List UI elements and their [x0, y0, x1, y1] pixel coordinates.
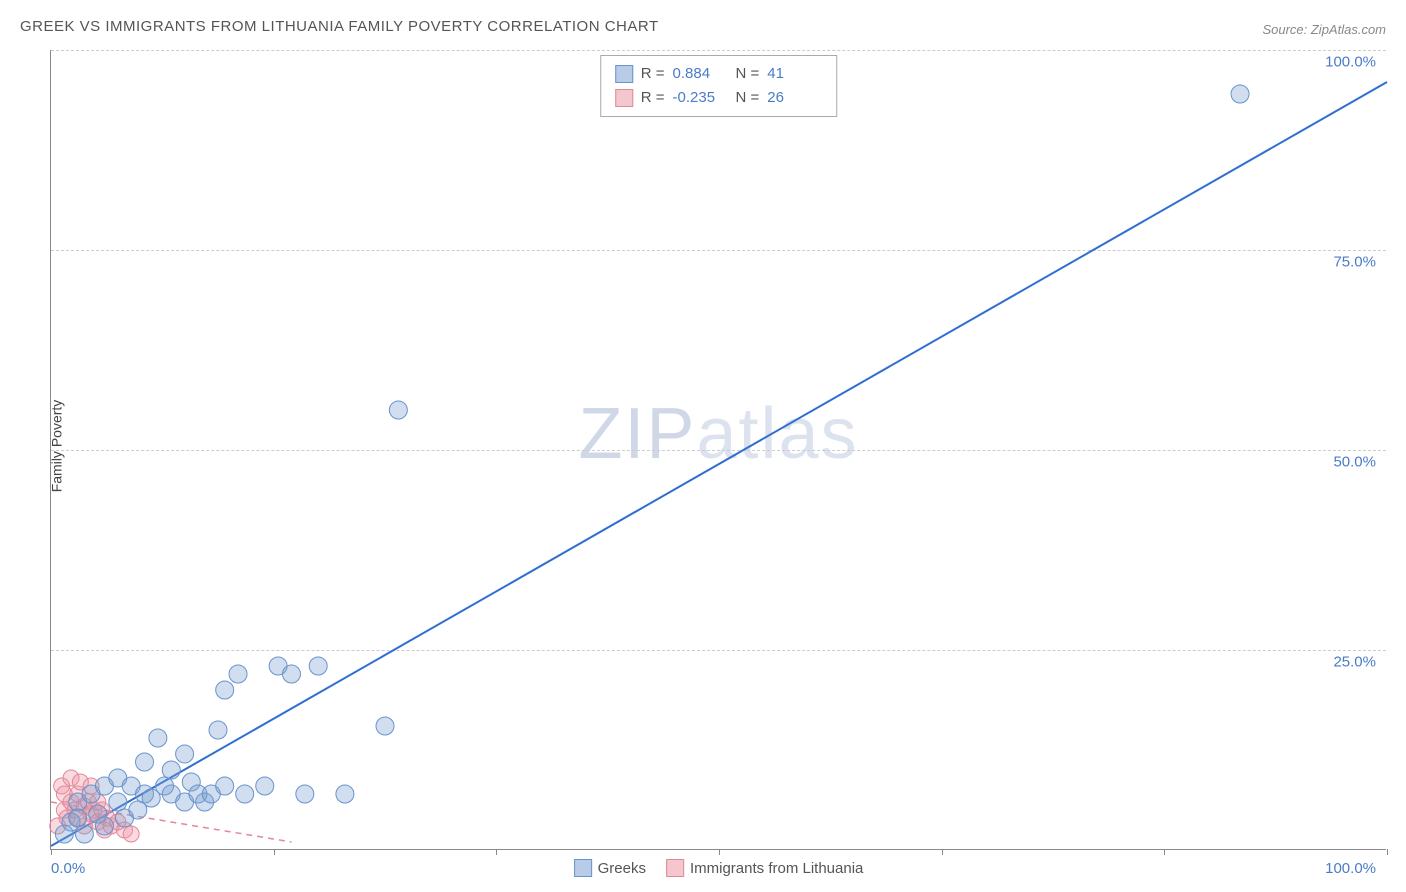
chart-title: GREEK VS IMMIGRANTS FROM LITHUANIA FAMIL…: [20, 18, 659, 35]
greeks-point: [336, 785, 354, 803]
legend-label: Greeks: [598, 860, 646, 877]
r-label: R =: [641, 86, 665, 110]
n-value: 26: [767, 86, 822, 110]
greeks-point: [209, 721, 227, 739]
x-tick: [496, 849, 497, 855]
n-label: N =: [736, 62, 760, 86]
x-tick: [51, 849, 52, 855]
stats-legend-row: R = 0.884 N = 41: [615, 62, 823, 86]
x-tick: [1387, 849, 1388, 855]
greeks-point: [75, 825, 93, 843]
legend-item: Immigrants from Lithuania: [666, 859, 863, 877]
r-value: 0.884: [673, 62, 728, 86]
greeks-point: [162, 761, 180, 779]
plot-area: ZIPatlas 25.0%50.0%75.0%100.0% 0.0% 100.…: [50, 50, 1386, 850]
lithuania-point: [123, 826, 139, 842]
legend-swatch: [574, 859, 592, 877]
greeks-point: [216, 681, 234, 699]
x-tick-label-min: 0.0%: [51, 860, 85, 877]
greeks-point: [296, 785, 314, 803]
x-tick: [942, 849, 943, 855]
greeks-point: [216, 777, 234, 795]
n-value: 41: [767, 62, 822, 86]
greeks-point: [176, 745, 194, 763]
legend-item: Greeks: [574, 859, 646, 877]
source-attribution: Source: ZipAtlas.com: [1262, 22, 1386, 37]
scatter-plot-svg: [51, 50, 1386, 849]
greeks-point: [282, 665, 300, 683]
greeks-point: [95, 817, 113, 835]
n-label: N =: [736, 86, 760, 110]
greeks-point: [309, 657, 327, 675]
x-tick: [719, 849, 720, 855]
stats-legend: R = 0.884 N = 41 R = -0.235 N = 26: [600, 55, 838, 117]
greeks-point: [256, 777, 274, 795]
greeks-point: [149, 729, 167, 747]
r-label: R =: [641, 62, 665, 86]
x-tick: [1164, 849, 1165, 855]
greeks-point: [69, 809, 87, 827]
legend-swatch: [615, 89, 633, 107]
trend-line: [51, 82, 1387, 846]
greeks-point: [136, 753, 154, 771]
greeks-point: [229, 665, 247, 683]
x-tick: [274, 849, 275, 855]
greeks-point: [236, 785, 254, 803]
legend-label: Immigrants from Lithuania: [690, 860, 863, 877]
legend-swatch: [615, 65, 633, 83]
series-legend: Greeks Immigrants from Lithuania: [574, 859, 864, 877]
x-tick-label-max: 100.0%: [1325, 860, 1376, 877]
greeks-point: [109, 793, 127, 811]
greeks-point: [1231, 85, 1249, 103]
legend-swatch: [666, 859, 684, 877]
stats-legend-row: R = -0.235 N = 26: [615, 86, 823, 110]
greeks-point: [376, 717, 394, 735]
r-value: -0.235: [673, 86, 728, 110]
greeks-point: [389, 401, 407, 419]
